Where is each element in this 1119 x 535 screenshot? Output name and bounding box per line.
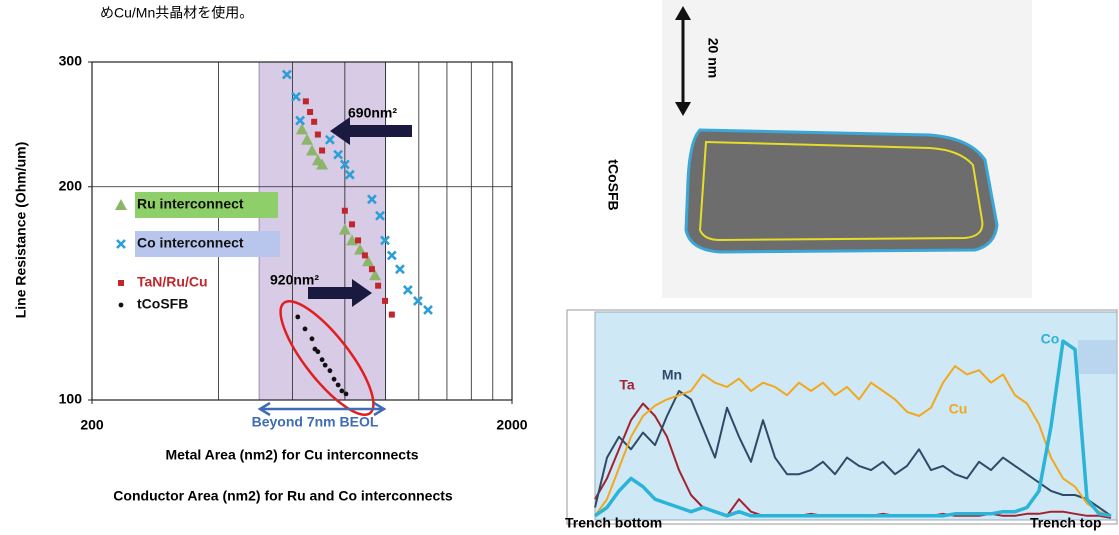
marker bbox=[295, 315, 300, 320]
marker bbox=[362, 252, 368, 258]
x-tick-label: 2000 bbox=[496, 417, 527, 433]
marker bbox=[319, 148, 325, 154]
figure: めCu/Mn共晶材を使用。 20 nm tCoSFB 100 200 300 200 2… bbox=[0, 0, 1119, 535]
x-start-label: Trench bottom bbox=[565, 515, 662, 531]
legend-label: Ru interconnect bbox=[137, 196, 244, 212]
y-axis-label: Line Resistance (Ohm/um) bbox=[13, 142, 29, 319]
scale-label: 20 nm bbox=[705, 38, 721, 78]
corner-box bbox=[1078, 340, 1116, 374]
grain-outline bbox=[686, 130, 997, 252]
marker bbox=[310, 336, 315, 341]
marker bbox=[323, 363, 328, 368]
x-end-label: Trench top bbox=[1030, 515, 1102, 531]
series-label: Mn bbox=[662, 367, 682, 383]
marker bbox=[342, 208, 348, 214]
image-label: tCoSFB bbox=[605, 159, 621, 210]
legend-label: tCoSFB bbox=[137, 296, 188, 312]
marker bbox=[320, 357, 325, 362]
y-tick-label: 100 bbox=[59, 391, 83, 407]
marker bbox=[382, 298, 388, 304]
marker bbox=[332, 377, 337, 382]
caption: めCu/Mn共晶材を使用。 bbox=[100, 5, 253, 21]
annotation: 690nm² bbox=[348, 105, 397, 121]
marker bbox=[118, 280, 124, 286]
marker bbox=[303, 98, 309, 104]
y-tick-label: 300 bbox=[59, 53, 83, 69]
marker bbox=[303, 326, 308, 331]
marker bbox=[349, 221, 355, 227]
marker bbox=[315, 132, 321, 138]
annotation: 920nm² bbox=[270, 272, 319, 288]
legend-label: Co interconnect bbox=[137, 235, 244, 251]
series-label: Cu bbox=[949, 401, 968, 417]
y-tick-label: 200 bbox=[59, 177, 83, 193]
marker bbox=[344, 392, 349, 397]
series-label: Co bbox=[1041, 331, 1060, 347]
marker bbox=[315, 349, 320, 354]
x-axis-label-2: Conductor Area (nm2) for Ru and Co inter… bbox=[113, 488, 453, 504]
x-tick-label: 200 bbox=[80, 417, 104, 433]
marker bbox=[328, 368, 333, 373]
marker bbox=[336, 383, 341, 388]
marker bbox=[355, 237, 361, 243]
marker bbox=[339, 389, 344, 394]
x-axis-label: Metal Area (nm2) for Cu interconnects bbox=[165, 447, 418, 463]
marker bbox=[389, 312, 395, 318]
marker bbox=[369, 266, 375, 272]
marker bbox=[119, 303, 124, 308]
marker bbox=[307, 109, 313, 115]
marker bbox=[375, 283, 381, 289]
series-label: Ta bbox=[619, 377, 635, 393]
annotation: Beyond 7nm BEOL bbox=[252, 414, 379, 430]
legend-label: TaN/Ru/Cu bbox=[137, 274, 208, 290]
marker bbox=[311, 119, 317, 125]
